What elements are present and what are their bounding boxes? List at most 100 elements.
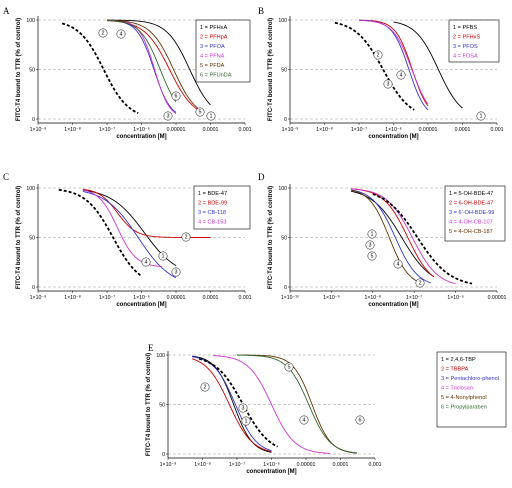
curve-series-4 — [351, 188, 456, 285]
legend-entry: 1 = 2,4,6-TBP — [441, 357, 476, 363]
panel-E: E 0 50 100 1×10⁻⁹ 1×10⁻⁸ 1×10⁻⁷ 1×10⁻⁶ 0.00001 0.… — [146, 343, 507, 475]
legend-entry: 6 = PFUnDA — [200, 73, 232, 79]
svg-text:6: 6 — [175, 93, 178, 99]
legend-entry: 3 = CB-118 — [198, 210, 226, 216]
svg-text:2: 2 — [419, 280, 422, 286]
y-axis-title: FITC-T4 bound to TTR (% of control) — [268, 186, 274, 289]
curve-series-3 — [192, 356, 272, 452]
x-tick-label: 1×10⁻⁹ — [30, 127, 47, 133]
x-tick-label: 1×10⁻⁸ — [316, 127, 333, 133]
x-tick-label: 1×10⁻⁸ — [64, 295, 81, 301]
svg-text:1: 1 — [480, 113, 483, 119]
svg-text:1: 1 — [371, 231, 374, 237]
x-tick-label: 1×10⁻¹⁰ — [281, 295, 299, 301]
x-tick-label: 1×10⁻⁸ — [64, 127, 81, 133]
panel-C: C 0 50 100 1×10⁻⁹ 1×10⁻⁸ 1×10⁻⁷ 1×10⁻⁶ 0.00001 0.… — [3, 172, 252, 308]
curve-series-2 — [351, 188, 435, 278]
curve-series-6 — [236, 354, 358, 454]
curve-marker-1: 1 — [158, 251, 168, 261]
svg-text:3: 3 — [242, 405, 245, 411]
svg-text:4: 4 — [303, 417, 306, 423]
legend-entry: 2 = 6-OH-BDE-47 — [449, 201, 493, 207]
x-tick-label: 0.0001 — [203, 295, 219, 301]
svg-text:6: 6 — [359, 417, 362, 423]
y-tick-label: 50 — [159, 403, 165, 409]
curve-marker-5: 5 — [284, 362, 294, 372]
legend-entry: 2 = TBBPA — [441, 367, 469, 373]
panel-B: B 0 50 100 1×10⁻⁹ 1×10⁻⁸ 1×10⁻⁷ 1×10⁻⁶ 0.00001 0.… — [258, 6, 504, 140]
curve-marker-1: 1 — [476, 111, 486, 121]
legend-entry: 3 = 6'-OH-BDE-99 — [449, 210, 494, 216]
x-tick-label: 1×10⁻⁷ — [99, 127, 115, 133]
svg-text:4: 4 — [397, 261, 400, 267]
x-tick-label: 1×10⁻⁹ — [282, 127, 299, 133]
legend-entry: 4 = CB-153 — [198, 220, 226, 226]
svg-text:1: 1 — [162, 253, 165, 259]
x-tick-label: 1×10⁻⁶ — [385, 127, 402, 133]
legend: 1 = BDE-47 2 = BDE-99 3 = CB-118 4 = CB-153 — [193, 185, 251, 230]
x-tick-label: 1×10⁻⁶ — [263, 462, 280, 468]
curve-marker-5: 5 — [195, 107, 205, 117]
y-tick-label: 50 — [281, 68, 287, 74]
legend: 1 = PFHxA 2 = PFHpA 3 = PFOA 4 = PFNA 5 = PF… — [195, 19, 251, 83]
x-tick-label: 1×10⁻⁶ — [133, 127, 150, 133]
y-axis-title: FITC-T4 bound to TTR (% of control) — [146, 353, 152, 456]
x-tick-label: 0.00001 — [167, 127, 186, 133]
legend-entry: 2 = PFHxS — [453, 35, 480, 41]
x-tick-label: 1×10⁻⁷ — [99, 295, 115, 301]
curve-marker-4: 4 — [141, 257, 151, 267]
legend-entry: 2 = BDE-99 — [198, 201, 227, 207]
reference-curve-dashed — [334, 21, 415, 111]
panel-label: B — [258, 6, 264, 16]
curve-marker-4: 4 — [396, 70, 406, 80]
curve-marker-4: 4 — [116, 29, 126, 39]
reference-curve-dashed — [61, 22, 139, 114]
svg-text:1: 1 — [210, 113, 213, 119]
legend-entry: 6 = Propylparaben — [441, 405, 487, 411]
x-axis-title: concentration [M] — [116, 134, 166, 140]
x-tick-label: 1×10⁻⁷ — [406, 295, 422, 301]
curve-marker-3: 3 — [171, 267, 181, 277]
x-tick-label: 0.00001 — [167, 295, 186, 301]
curve-series-1 — [106, 19, 211, 106]
x-tick-label: 1×10⁻⁸ — [364, 295, 381, 301]
y-axis-title: FITC-T4 bound to TTR (% of control) — [16, 18, 22, 121]
svg-text:2: 2 — [102, 30, 105, 36]
svg-text:3: 3 — [387, 81, 390, 87]
svg-text:1: 1 — [245, 418, 248, 424]
curve-marker-5: 5 — [367, 251, 377, 261]
x-axis-title: concentration [M] — [246, 469, 296, 475]
y-tick-label: 100 — [156, 353, 165, 359]
x-tick-label: 1×10⁻⁷ — [351, 127, 367, 133]
svg-text:4: 4 — [120, 31, 123, 37]
curve-marker-6: 6 — [171, 91, 181, 101]
svg-text:5: 5 — [371, 253, 374, 259]
y-tick-label: 0 — [284, 285, 287, 291]
svg-text:4: 4 — [145, 259, 148, 265]
svg-text:5: 5 — [288, 364, 291, 370]
y-tick-label: 0 — [32, 117, 35, 123]
legend: 1 = PFBS 2 = PFHxS 3 = PFOS 4 = FOSA — [448, 19, 500, 63]
curve-marker-6: 6 — [355, 415, 365, 425]
y-tick-label: 50 — [281, 236, 287, 242]
y-tick-label: 0 — [32, 285, 35, 291]
x-tick-label: 0.0001 — [455, 127, 471, 133]
y-tick-label: 50 — [29, 236, 35, 242]
legend-entry: 3 = PFOS — [453, 44, 478, 50]
x-tick-label: 1×10⁻⁶ — [133, 295, 150, 301]
x-tick-label: 1×10⁻⁷ — [229, 462, 245, 468]
curve-marker-2: 2 — [415, 278, 425, 288]
reference-curve-dashed — [58, 188, 143, 277]
curve-marker-2: 2 — [181, 232, 191, 242]
legend-entry: 4 = 4-OH-CB-107 — [449, 220, 493, 226]
curve-series-5 — [106, 19, 201, 111]
curve-series-5 — [351, 189, 422, 284]
x-tick-label: 1×10⁻⁹ — [160, 462, 177, 468]
svg-text:2: 2 — [185, 234, 188, 240]
panel-A: A 0 50 100 1×10⁻⁹ 1×10⁻⁸ 1×10⁻⁷ 1×10⁻⁶ 0.00001 0.… — [3, 6, 252, 140]
curve-marker-3: 3 — [365, 240, 375, 250]
curve-marker-3: 3 — [163, 111, 173, 121]
svg-text:5: 5 — [199, 109, 202, 115]
curve-series-2 — [191, 358, 272, 452]
